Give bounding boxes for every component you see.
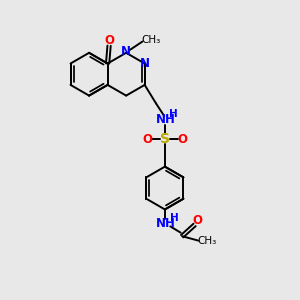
Text: N: N — [140, 57, 150, 70]
Text: CH₃: CH₃ — [141, 35, 160, 45]
Text: O: O — [193, 214, 202, 226]
Text: O: O — [104, 34, 114, 46]
Text: CH₃: CH₃ — [197, 236, 217, 246]
Text: NH: NH — [156, 113, 176, 126]
Text: N: N — [121, 45, 131, 58]
Text: O: O — [142, 133, 152, 146]
Text: H: H — [169, 109, 178, 119]
Text: NH: NH — [156, 217, 176, 230]
Text: S: S — [160, 132, 170, 146]
Text: H: H — [170, 213, 178, 223]
Text: O: O — [177, 133, 188, 146]
